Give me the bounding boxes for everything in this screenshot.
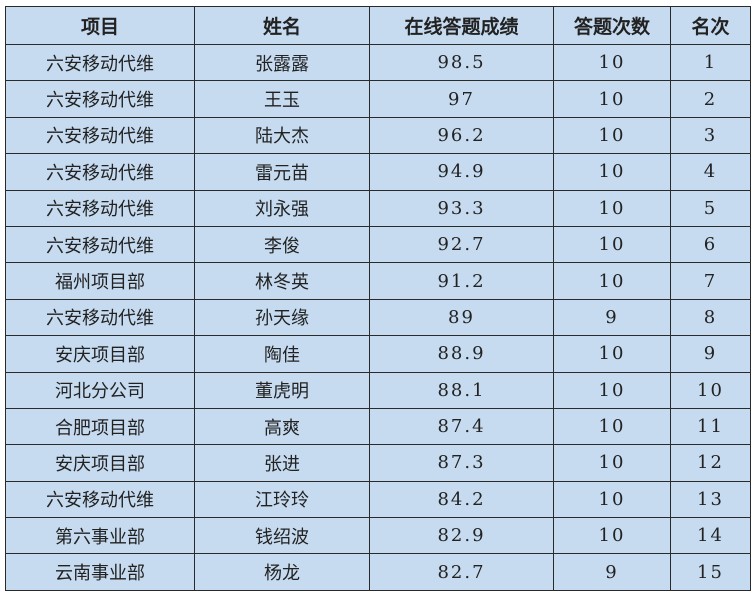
header-project: 项目 — [5, 6, 195, 45]
cell-rank: 5 — [670, 189, 751, 227]
header-attempts: 答题次数 — [553, 6, 671, 45]
cell-project: 福州项目部 — [5, 262, 195, 300]
cell-project: 第六事业部 — [5, 517, 195, 555]
cell-score: 96.2 — [369, 116, 554, 155]
cell-rank: 10 — [670, 371, 751, 409]
cell-rank: 4 — [670, 153, 751, 191]
table-row: 六安移动代维 张露露 98.5 10 1 — [5, 43, 751, 82]
cell-rank: 14 — [670, 517, 751, 555]
table-row: 云南事业部 杨龙 82.7 9 15 — [5, 553, 751, 591]
cell-name: 林冬英 — [194, 262, 370, 300]
cell-name: 张进 — [194, 444, 370, 482]
cell-name: 董虎明 — [194, 371, 370, 409]
table-row: 六安移动代维 陆大杰 96.2 10 3 — [5, 116, 751, 155]
cell-score: 82.9 — [369, 517, 554, 555]
cell-project: 六安移动代维 — [5, 189, 195, 227]
cell-attempts: 10 — [553, 43, 671, 82]
cell-rank: 15 — [670, 553, 751, 591]
cell-project: 六安移动代维 — [5, 43, 195, 82]
cell-attempts: 10 — [553, 480, 671, 519]
score-table: 项目 姓名 在线答题成绩 答题次数 名次 六安移动代维 张露露 98.5 10 1 六安移… — [5, 6, 751, 591]
table-row: 第六事业部 钱绍波 82.9 10 14 — [5, 517, 751, 555]
cell-score: 88.1 — [369, 371, 554, 409]
cell-attempts: 10 — [553, 80, 671, 118]
cell-attempts: 9 — [553, 553, 671, 591]
cell-project: 六安移动代维 — [5, 480, 195, 519]
table-row: 六安移动代维 李俊 92.7 10 6 — [5, 225, 751, 264]
cell-attempts: 9 — [553, 298, 671, 337]
cell-score: 97 — [369, 80, 554, 118]
cell-name: 杨龙 — [194, 553, 370, 591]
cell-name: 李俊 — [194, 225, 370, 264]
cell-rank: 6 — [670, 225, 751, 264]
cell-project: 合肥项目部 — [5, 407, 195, 446]
cell-name: 高爽 — [194, 407, 370, 446]
cell-attempts: 10 — [553, 189, 671, 227]
cell-rank: 11 — [670, 407, 751, 446]
cell-project: 安庆项目部 — [5, 444, 195, 482]
cell-name: 雷元苗 — [194, 153, 370, 191]
cell-project: 云南事业部 — [5, 553, 195, 591]
cell-score: 87.3 — [369, 444, 554, 482]
cell-name: 钱绍波 — [194, 517, 370, 555]
header-name: 姓名 — [194, 6, 370, 45]
cell-score: 88.9 — [369, 335, 554, 373]
cell-attempts: 10 — [553, 335, 671, 373]
header-score: 在线答题成绩 — [369, 6, 554, 45]
cell-attempts: 10 — [553, 153, 671, 191]
table-row: 六安移动代维 王玉 97 10 2 — [5, 80, 751, 118]
cell-rank: 8 — [670, 298, 751, 337]
table-row: 安庆项目部 陶佳 88.9 10 9 — [5, 335, 751, 373]
table-row: 安庆项目部 张进 87.3 10 12 — [5, 444, 751, 482]
cell-attempts: 10 — [553, 407, 671, 446]
cell-rank: 2 — [670, 80, 751, 118]
cell-name: 王玉 — [194, 80, 370, 118]
cell-attempts: 10 — [553, 225, 671, 264]
cell-attempts: 10 — [553, 371, 671, 409]
table-row: 福州项目部 林冬英 91.2 10 7 — [5, 262, 751, 300]
cell-rank: 12 — [670, 444, 751, 482]
header-rank: 名次 — [670, 6, 751, 45]
cell-rank: 1 — [670, 43, 751, 82]
cell-score: 93.3 — [369, 189, 554, 227]
table-row: 六安移动代维 刘永强 93.3 10 5 — [5, 189, 751, 227]
cell-project: 六安移动代维 — [5, 225, 195, 264]
table-row: 河北分公司 董虎明 88.1 10 10 — [5, 371, 751, 409]
table-row: 六安移动代维 江玲玲 84.2 10 13 — [5, 480, 751, 519]
cell-project: 六安移动代维 — [5, 80, 195, 118]
cell-attempts: 10 — [553, 444, 671, 482]
header-row: 项目 姓名 在线答题成绩 答题次数 名次 — [5, 6, 751, 45]
cell-name: 张露露 — [194, 43, 370, 82]
cell-score: 91.2 — [369, 262, 554, 300]
cell-attempts: 10 — [553, 116, 671, 155]
cell-name: 陆大杰 — [194, 116, 370, 155]
table-row: 六安移动代维 雷元苗 94.9 10 4 — [5, 153, 751, 191]
cell-score: 82.7 — [369, 553, 554, 591]
cell-name: 江玲玲 — [194, 480, 370, 519]
table-row: 合肥项目部 高爽 87.4 10 11 — [5, 407, 751, 446]
cell-score: 89 — [369, 298, 554, 337]
cell-attempts: 10 — [553, 517, 671, 555]
cell-name: 刘永强 — [194, 189, 370, 227]
cell-rank: 9 — [670, 335, 751, 373]
cell-project: 六安移动代维 — [5, 298, 195, 337]
cell-project: 安庆项目部 — [5, 335, 195, 373]
cell-score: 87.4 — [369, 407, 554, 446]
cell-project: 六安移动代维 — [5, 153, 195, 191]
cell-rank: 3 — [670, 116, 751, 155]
cell-name: 陶佳 — [194, 335, 370, 373]
table-row: 六安移动代维 孙天缘 89 9 8 — [5, 298, 751, 337]
cell-score: 84.2 — [369, 480, 554, 519]
cell-project: 河北分公司 — [5, 371, 195, 409]
cell-rank: 13 — [670, 480, 751, 519]
cell-project: 六安移动代维 — [5, 116, 195, 155]
cell-score: 92.7 — [369, 225, 554, 264]
cell-rank: 7 — [670, 262, 751, 300]
cell-name: 孙天缘 — [194, 298, 370, 337]
cell-score: 98.5 — [369, 43, 554, 82]
cell-attempts: 10 — [553, 262, 671, 300]
cell-score: 94.9 — [369, 153, 554, 191]
